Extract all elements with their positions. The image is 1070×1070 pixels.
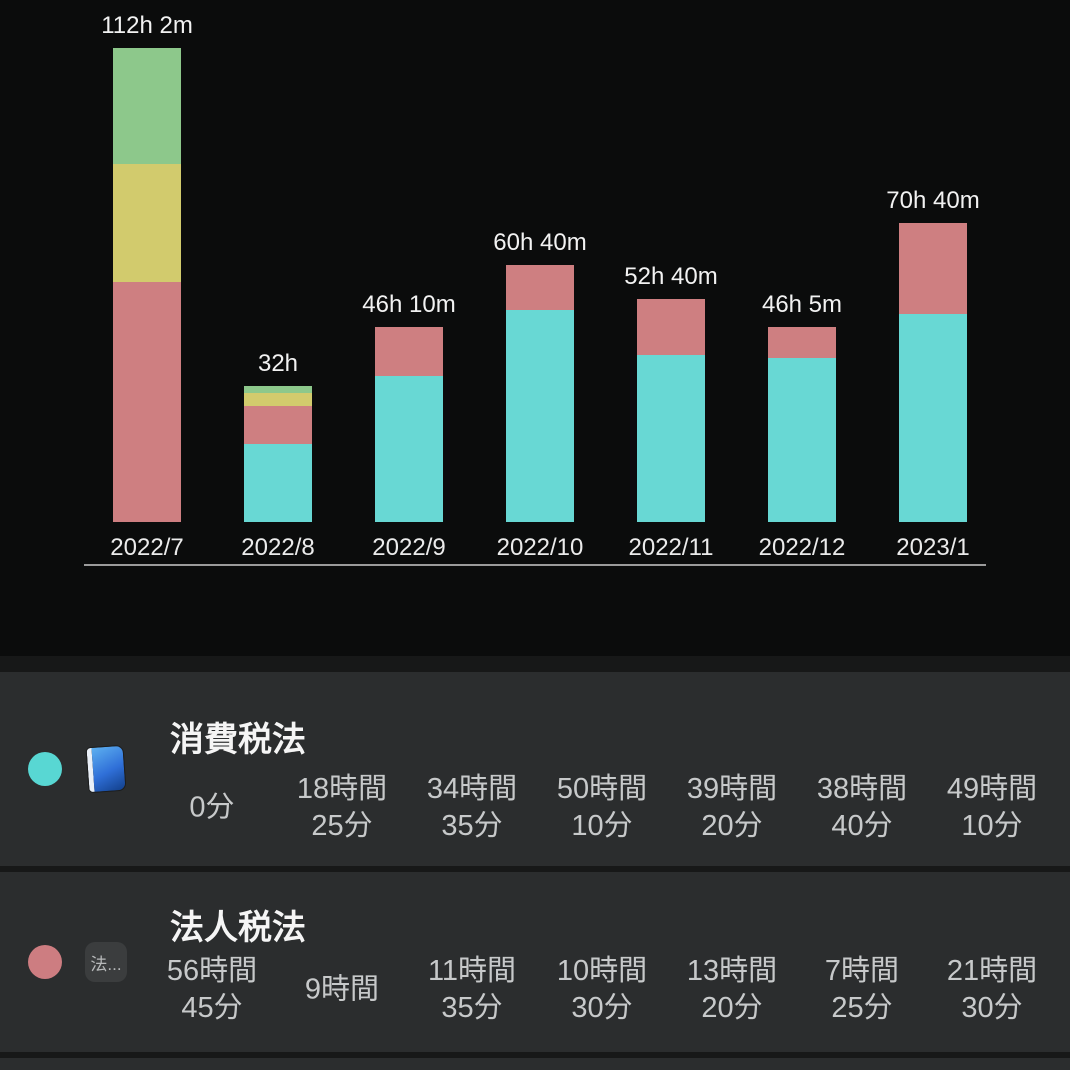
x-axis-line (84, 564, 986, 566)
monthly-study-value-line: 20分 (701, 992, 763, 1024)
bar-segment-other-subject-1-2022/7[interactable] (113, 163, 181, 282)
monthly-study-value-line: 49時間 (946, 773, 1038, 805)
monthly-study-value: 39時間 20分 (652, 771, 812, 845)
x-axis-label: 2022/11 (628, 534, 714, 561)
monthly-study-value: 9時間 (262, 972, 422, 1009)
bar-total-label: 46h 5m (761, 290, 843, 318)
bar-segment-other-subject-2-2022/7[interactable] (113, 47, 181, 164)
monthly-study-value: 50時間 10分 (522, 771, 682, 845)
monthly-study-value-line: 0分 (189, 791, 235, 824)
bar-segment-法人税法-2022/11[interactable] (637, 299, 705, 356)
monthly-study-value-line: 21時間 (946, 955, 1038, 987)
subject-row-2[interactable]: 法... 法人税法 56時間 45分 9時間 11時間 35分 10時間 30分 13時間 20分 7… (0, 872, 1070, 1052)
legend-color-dot (28, 945, 62, 979)
monthly-study-value-line: 20分 (701, 810, 763, 842)
bar-segment-消費税法-2022/9[interactable] (375, 375, 443, 522)
bar-segment-other-subject-1-2022/8[interactable] (244, 393, 312, 406)
bar-segment-消費税法-2022/12[interactable] (768, 358, 836, 522)
bar-total-label: 112h 2m (101, 11, 193, 39)
next-subject-row-peek[interactable] (0, 1058, 1070, 1070)
monthly-study-value-line: 50時間 (556, 773, 648, 805)
monthly-study-value-line: 56時間 (166, 955, 258, 987)
bar-segment-法人税法-2023/1[interactable] (899, 222, 967, 314)
bar-total-label: 52h 40m (624, 263, 718, 290)
monthly-study-value: 56時間 45分 (132, 953, 292, 1027)
monthly-study-value: 13時間 20分 (652, 953, 812, 1027)
monthly-study-value: 34時間 35分 (392, 771, 552, 845)
monthly-study-value-line: 38時間 (816, 773, 908, 805)
monthly-study-value-line: 30分 (571, 992, 633, 1024)
monthly-study-value-line: 45分 (181, 992, 243, 1024)
monthly-study-value-line: 40分 (831, 810, 893, 842)
monthly-study-value-line: 39時間 (686, 773, 778, 805)
monthly-study-value-line: 7時間 (824, 955, 900, 987)
monthly-study-value-line: 35分 (441, 992, 503, 1024)
monthly-study-value-line: 30分 (961, 992, 1023, 1024)
bar-total-label: 46h 10m (362, 290, 456, 318)
badge-text: 法... (85, 942, 127, 982)
legend-color-dot (28, 752, 62, 786)
monthly-study-value: 18時間 25分 (262, 771, 422, 845)
book-icon-shape (86, 745, 126, 793)
x-axis-label: 2023/1 (896, 534, 970, 561)
book-icon (82, 745, 130, 793)
monthly-study-value-line: 11時間 (427, 955, 517, 987)
monthly-study-value-line: 10分 (961, 810, 1023, 842)
bar-segment-other-subject-2-2022/8[interactable] (244, 386, 312, 394)
monthly-study-bar-chart: 112h 2m 2022/7 32h 2022/8 46h 10m 2022/9 60h 4… (0, 0, 1070, 656)
bar-segment-法人税法-2022/7[interactable] (113, 281, 181, 522)
monthly-study-value: 21時間 30分 (912, 953, 1070, 1027)
monthly-study-value-line: 25分 (311, 810, 373, 842)
bar-segment-法人税法-2022/9[interactable] (375, 326, 443, 376)
subject-text-badge-icon: 法... (82, 938, 130, 986)
monthly-study-value: 49時間 10分 (912, 771, 1070, 845)
bar-total-label: 32h (257, 350, 299, 378)
chart-plot-area: 112h 2m 2022/7 32h 2022/8 46h 10m 2022/9 60h 4… (101, 11, 980, 562)
bar-total-label: 60h 40m (493, 229, 587, 257)
bar-segment-消費税法-2023/1[interactable] (899, 313, 967, 522)
monthly-study-value-line: 18時間 (296, 773, 388, 805)
subject-title: 消費税法 (170, 721, 306, 759)
monthly-study-value: 11時間 35分 (392, 953, 552, 1027)
monthly-study-value-line: 34時間 (426, 773, 518, 805)
monthly-study-value: 0分 (132, 790, 292, 827)
bar-segment-消費税法-2022/11[interactable] (637, 355, 705, 522)
monthly-study-value-line: 10時間 (556, 955, 648, 987)
x-axis-label: 2022/10 (496, 534, 584, 561)
bar-segment-消費税法-2022/10[interactable] (506, 309, 574, 522)
monthly-study-value-line: 35分 (441, 810, 503, 842)
monthly-study-value: 38時間 40分 (782, 771, 942, 845)
x-axis-label: 2022/7 (110, 534, 184, 561)
bar-total-label: 70h 40m (886, 186, 980, 214)
monthly-study-value-line: 9時間 (304, 973, 380, 1006)
x-axis-label: 2022/8 (241, 534, 315, 561)
monthly-study-value: 7時間 25分 (782, 953, 942, 1027)
bar-segment-法人税法-2022/12[interactable] (768, 326, 836, 359)
monthly-study-value: 10時間 30分 (522, 953, 682, 1027)
subject-title: 法人税法 (170, 909, 306, 947)
monthly-study-value-line: 10分 (571, 810, 633, 842)
monthly-study-value-line: 13時間 (686, 955, 778, 987)
monthly-study-value-line: 25分 (831, 992, 893, 1024)
subject-row-1[interactable]: 消費税法 0分 18時間 25分 34時間 35分 50時間 10分 39時間 20分 38時間 40… (0, 672, 1070, 866)
bar-segment-消費税法-2022/8[interactable] (244, 444, 312, 522)
bar-segment-法人税法-2022/10[interactable] (506, 265, 574, 310)
x-axis-label: 2022/9 (372, 534, 446, 561)
x-axis-label: 2022/12 (758, 534, 846, 561)
bar-segment-法人税法-2022/8[interactable] (244, 405, 312, 444)
